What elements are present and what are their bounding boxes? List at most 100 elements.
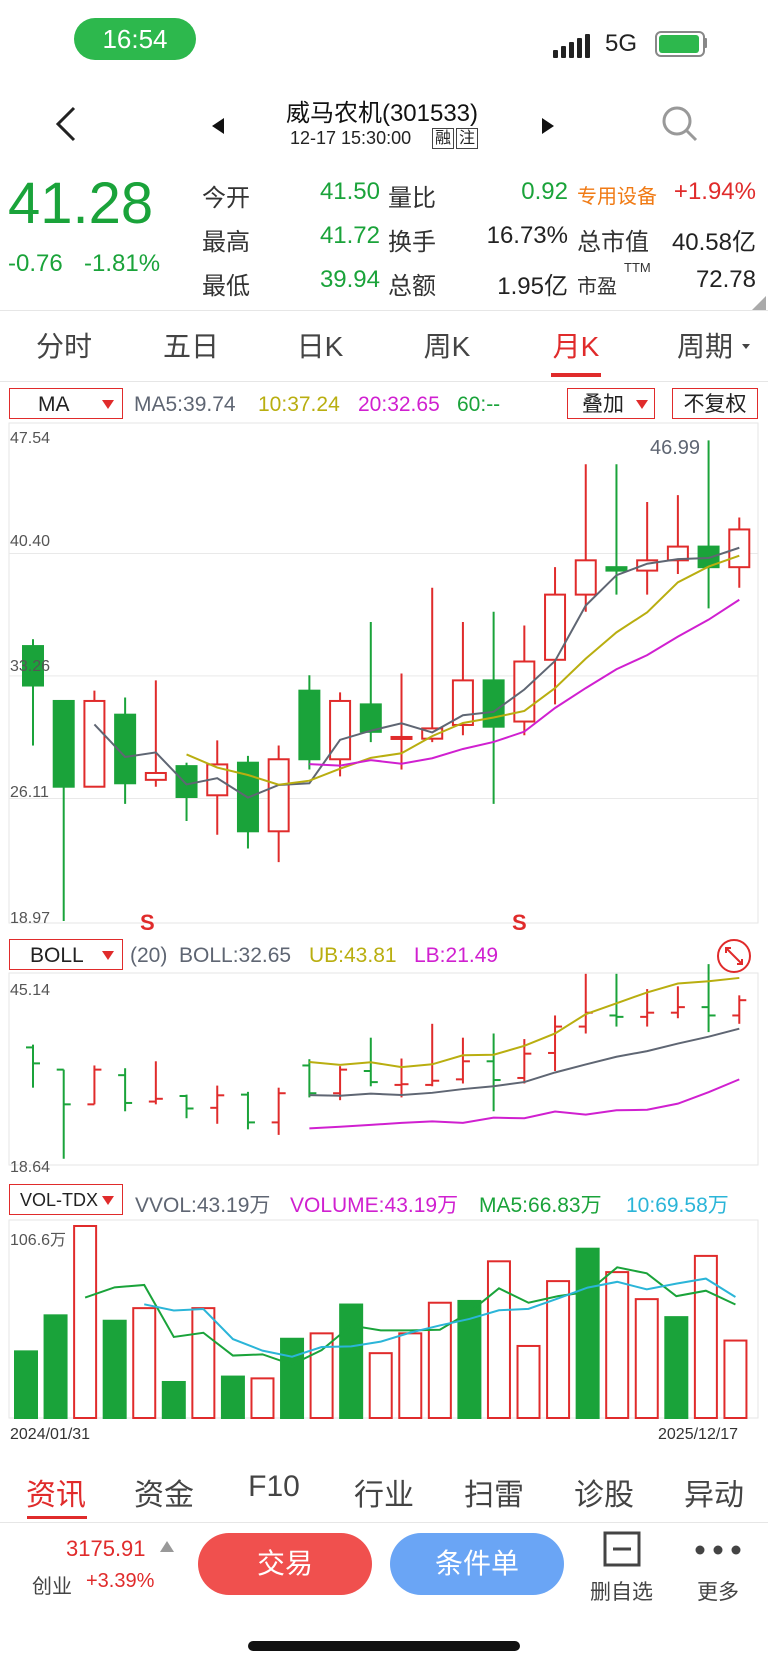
prev-stock-icon[interactable]: [210, 116, 226, 136]
vol-ma10-value: 10:69.58万: [626, 1194, 729, 1217]
volume-bar: [516, 1344, 541, 1419]
sector-name[interactable]: 专用设备: [577, 186, 657, 208]
value-volume-ratio: 0.92: [521, 178, 568, 205]
label-open: 今开: [202, 185, 250, 212]
tab-unusual[interactable]: 异动: [684, 1479, 744, 1512]
index-name: 创业: [32, 1576, 72, 1598]
ma20-value: 20:32.65: [358, 393, 440, 416]
overlay-select[interactable]: 叠加: [567, 388, 655, 419]
dropdown-icon: [636, 400, 648, 409]
date-start: 2024/01/31: [10, 1426, 91, 1443]
value-turnover: 16.73%: [486, 222, 568, 249]
dropdown-icon: [102, 1196, 114, 1205]
boll-indicator-select[interactable]: BOLL: [9, 939, 123, 970]
condition-order-button[interactable]: 条件单: [390, 1533, 564, 1595]
ma20-line: [309, 598, 740, 767]
expand-corner-icon[interactable]: [752, 296, 766, 310]
boll-period: (20): [130, 944, 168, 967]
tab-underline: [551, 373, 601, 377]
candle-up: [574, 559, 597, 596]
tab-weekly-k[interactable]: 周K: [423, 331, 471, 362]
tab-five-day[interactable]: 五日: [162, 331, 219, 362]
more-icon[interactable]: [694, 1544, 742, 1556]
candle-up: [666, 545, 689, 562]
label-volume-ratio: 量比: [388, 185, 436, 212]
remove-favorite-icon[interactable]: [602, 1530, 642, 1568]
value-high: 41.72: [319, 222, 380, 249]
ma10-line: [186, 554, 740, 786]
candle-up: [83, 699, 106, 788]
vol-ma10-line: [144, 1277, 736, 1358]
divider: [0, 310, 768, 311]
ma-indicator-select[interactable]: MA: [9, 388, 123, 419]
tab-news[interactable]: 资讯: [26, 1479, 86, 1512]
candle-down: [52, 699, 75, 788]
vvol-value: VVOL:43.19万: [135, 1194, 271, 1217]
candle-up: [144, 771, 167, 781]
boll-ub-value: UB:43.81: [309, 944, 397, 967]
boll-select-label: BOLL: [30, 944, 84, 967]
index-value[interactable]: 3175.91: [66, 1536, 146, 1561]
dropdown-icon: [102, 951, 114, 960]
tab-capital[interactable]: 资金: [134, 1479, 194, 1512]
candle-up: [636, 559, 659, 572]
volume-bar: [368, 1352, 393, 1419]
value-pe: 72.78: [695, 266, 756, 293]
volume-bar: [546, 1280, 571, 1420]
vol-indicator-select[interactable]: VOL-TDX: [9, 1184, 123, 1215]
back-icon[interactable]: [54, 104, 78, 144]
current-price: 41.28: [8, 171, 154, 236]
value-amount: 1.95亿: [497, 273, 568, 300]
more-label[interactable]: 更多: [697, 1581, 739, 1604]
bottom-tab-underline: [27, 1516, 87, 1519]
tab-f10[interactable]: F10: [248, 1470, 300, 1503]
volume-bar: [339, 1303, 364, 1419]
volume-bar: [161, 1380, 186, 1420]
tab-daily-k[interactable]: 日K: [296, 331, 344, 362]
volume-bar: [43, 1314, 68, 1419]
next-stock-icon[interactable]: [540, 116, 556, 136]
candle-down: [114, 713, 137, 785]
kline-chart[interactable]: [0, 0, 768, 1460]
sector-change: +1.94%: [673, 178, 756, 205]
tab-period[interactable]: 周期: [676, 331, 733, 362]
adjust-button[interactable]: 不复权: [672, 388, 758, 419]
ma-select-label: MA: [38, 393, 70, 416]
candle-down: [298, 689, 321, 761]
price-change-pct: -1.81%: [84, 250, 161, 277]
battery-tip: [704, 38, 707, 48]
label-amount: 总额: [388, 273, 436, 300]
boll-lb-value: LB:21.49: [414, 944, 499, 967]
vol-select-label: VOL-TDX: [20, 1190, 99, 1210]
tab-diagnosis[interactable]: 诊股: [574, 1479, 634, 1512]
boll-axis-tick: 45.14: [10, 982, 51, 999]
ma10-value: 10:37.24: [258, 393, 340, 416]
candle-down: [175, 765, 198, 798]
remove-favorite-label[interactable]: 删自选: [590, 1581, 653, 1604]
price-axis-tick: 40.40: [10, 533, 51, 550]
signal-icon: [553, 34, 593, 58]
overlay-label: 叠加: [582, 393, 624, 416]
price-axis-tick: 26.11: [10, 784, 49, 801]
candle-up: [267, 758, 290, 833]
value-open: 41.50: [319, 178, 380, 205]
volume-bar: [280, 1337, 305, 1420]
tab-intraday[interactable]: 分时: [35, 331, 92, 362]
fullscreen-icon[interactable]: [716, 938, 752, 974]
volume-bar: [250, 1377, 275, 1420]
trade-button[interactable]: 交易: [198, 1533, 372, 1595]
tab-monthly-k[interactable]: 月K: [552, 331, 600, 362]
status-time: 16:54: [74, 18, 196, 60]
tab-risk-scan[interactable]: 扫雷: [464, 1479, 524, 1512]
volume-bar: [634, 1298, 659, 1420]
volume-bar: [73, 1225, 98, 1419]
date-end: 2025/12/17: [658, 1426, 739, 1443]
value-market-cap: 40.58亿: [671, 229, 756, 256]
volume-bar: [191, 1307, 216, 1420]
search-icon[interactable]: [660, 104, 700, 144]
tab-industry[interactable]: 行业: [354, 1479, 414, 1512]
divider: [0, 1522, 768, 1523]
index-change: +3.39%: [86, 1570, 155, 1592]
volume-bar: [309, 1332, 334, 1419]
volume-bar: [723, 1339, 748, 1420]
